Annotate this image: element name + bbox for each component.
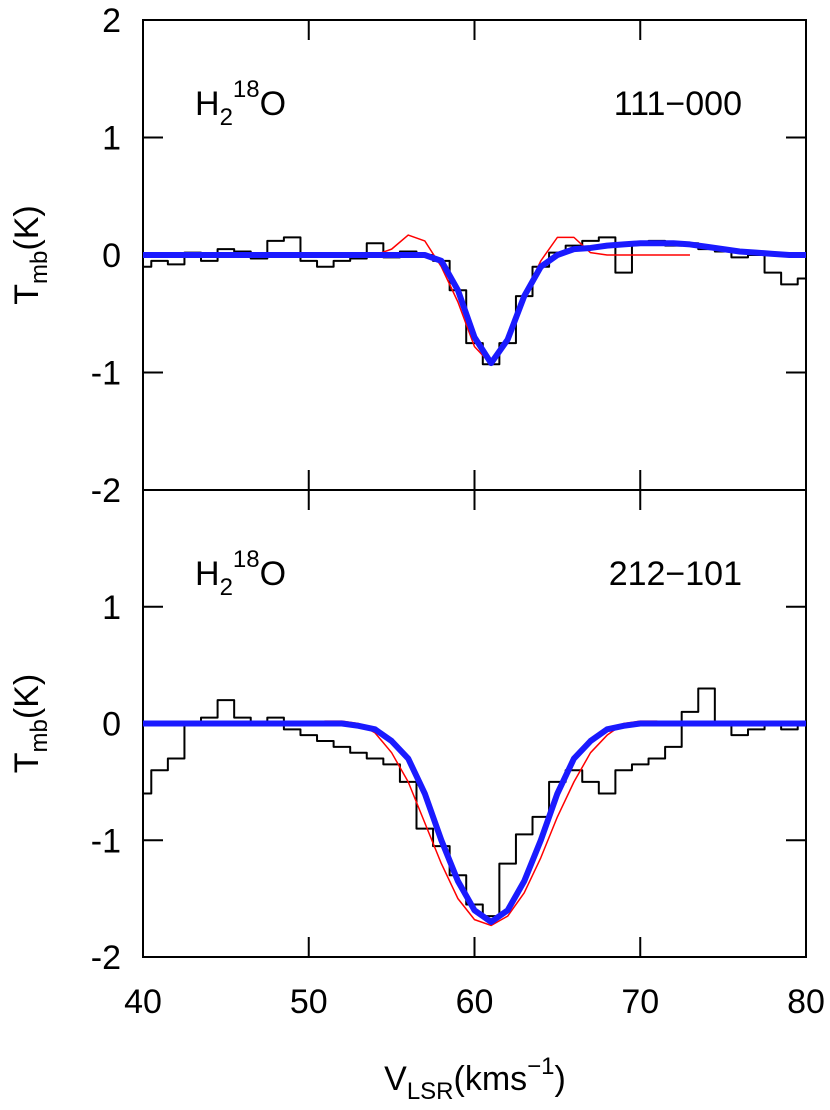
y-label-part: (K) [8,674,46,719]
molecule-part: H [195,555,220,593]
series-line [143,240,806,367]
x-axis-label: VLSR(kms−1) [384,1053,566,1105]
x-label-sup: −1 [527,1053,554,1080]
y-tick-label: -1 [91,822,121,860]
molecule-label: H218O [195,546,286,601]
y-tick-label: -2 [91,472,121,510]
molecule-sup: 18 [233,76,260,103]
y-tick-label: 1 [102,120,121,158]
y-label-sub: mb [26,251,53,284]
y-label-part: (K) [8,205,46,250]
x-label-part: ) [555,1060,566,1098]
panel: -2 -1 0 1 40 50 60 70 80 Tmb(K) H218O 212−101 VLSR(k… [8,489,825,1105]
y-tick-label: 1 [102,589,121,627]
x-label-part: (kms [454,1060,528,1098]
x-label-part: V [384,1060,407,1098]
y-axis-label: Tmb(K) [8,674,53,773]
y-axis-label: Tmb(K) [8,205,53,304]
molecule-sub: 2 [220,574,233,601]
molecule-label: H218O [195,76,286,131]
y-label-sub: mb [26,719,53,752]
y-label-part: T [8,752,46,773]
x-tick-label: 50 [290,983,328,1021]
molecule-part: H [195,85,220,123]
y-tick-label: -2 [91,939,121,977]
transition-label: 111−000 [614,85,742,123]
y-tick-label: 2 [102,2,121,40]
x-tick-label: 80 [787,983,825,1021]
molecule-sup: 18 [233,546,260,573]
y-tick-label: -1 [91,355,121,393]
y-tick-label: 0 [102,237,121,275]
molecule-part: O [260,85,286,123]
y-label-part: T [8,284,46,305]
x-tick-label: 40 [124,983,162,1021]
x-label-sub: LSR [407,1078,454,1105]
series-line [143,720,806,925]
transition-label: 212−101 [609,555,742,593]
molecule-part: O [260,555,286,593]
y-tick-label: 0 [102,706,121,744]
molecule-sub: 2 [220,104,233,131]
x-tick-label: 70 [621,983,659,1021]
x-tick-label: 60 [456,983,494,1021]
